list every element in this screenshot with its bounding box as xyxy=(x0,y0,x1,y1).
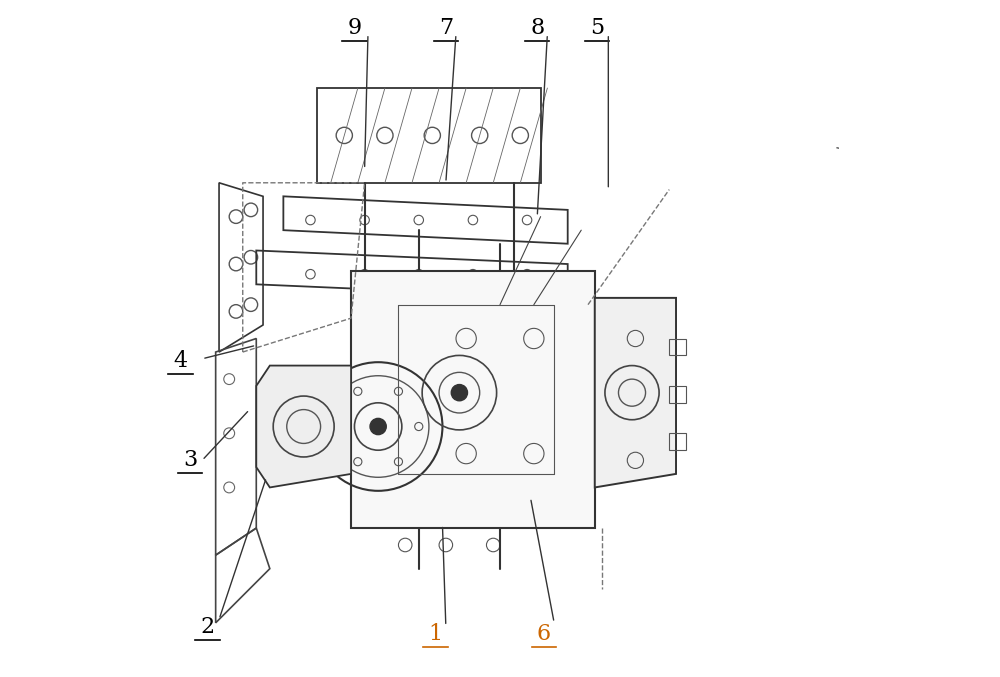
Circle shape xyxy=(370,418,386,435)
Text: 4: 4 xyxy=(173,351,188,372)
Circle shape xyxy=(451,385,468,401)
Text: 6: 6 xyxy=(537,623,551,645)
Bar xyxy=(669,338,686,355)
Polygon shape xyxy=(256,366,351,487)
Text: 7: 7 xyxy=(439,18,453,39)
Text: 9: 9 xyxy=(347,18,362,39)
Text: 1: 1 xyxy=(429,623,443,645)
Bar xyxy=(669,433,686,450)
Polygon shape xyxy=(351,271,595,528)
Text: 2: 2 xyxy=(200,616,215,638)
Text: 8: 8 xyxy=(530,18,544,39)
Text: 3: 3 xyxy=(183,449,197,471)
Polygon shape xyxy=(595,298,676,487)
Bar xyxy=(669,386,686,403)
Text: 5: 5 xyxy=(590,18,604,39)
